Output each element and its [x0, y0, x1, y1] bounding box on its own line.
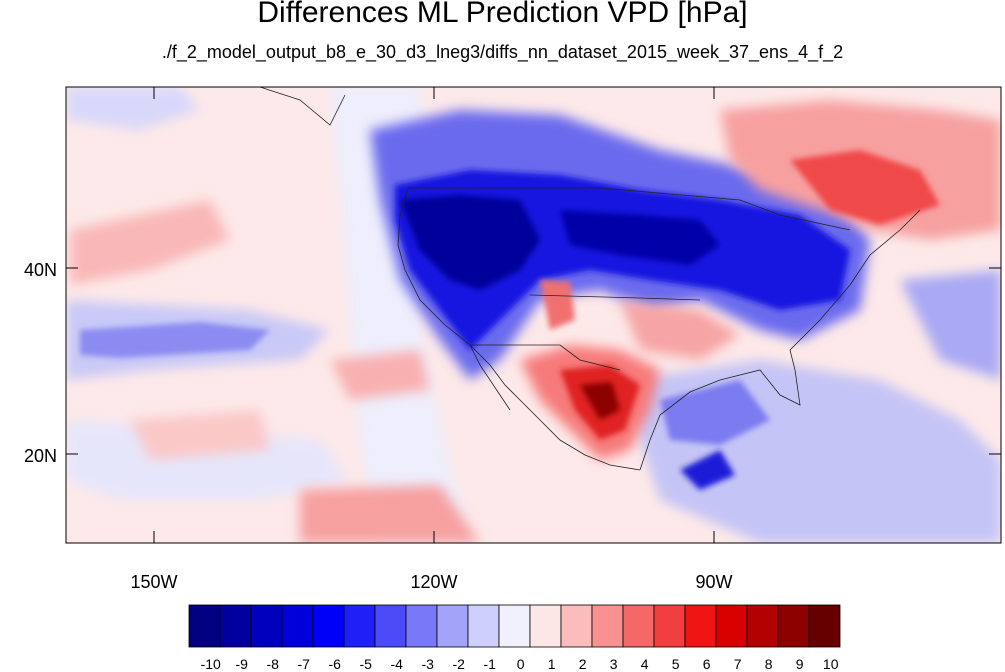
map-subtitle: ./f_2_model_output_b8_e_30_d3_lneg3/diff…: [161, 42, 844, 62]
colorbar-swatch: [498, 604, 531, 648]
colorbar-label: -9: [235, 656, 248, 672]
colorbar-swatch: [653, 604, 686, 648]
colorbar-swatch: [188, 604, 221, 648]
colorbar-label: 0: [517, 656, 525, 672]
colorbar-swatch: [560, 604, 593, 648]
colorbar-label: -5: [359, 656, 372, 672]
colorbar-swatch: [343, 604, 376, 648]
colorbar-label: -3: [421, 656, 434, 672]
colorbar-label: -4: [390, 656, 403, 672]
colorbar-swatch: [808, 604, 841, 648]
colorbar-swatch: [250, 604, 283, 648]
colorbar-swatch: [374, 604, 407, 648]
lat-label-40n: 40N: [24, 260, 57, 280]
colorbar-swatch: [405, 604, 438, 648]
colorbar-label: -10: [201, 656, 221, 672]
colorbar-swatch: [777, 604, 810, 648]
colorbar: -10 -9 -8 -7 -6 -5 -4 -3 -2 -1 0 1 2 3 4 5 6 7 8 9 10: [188, 604, 841, 672]
colorbar-swatch: [281, 604, 314, 648]
lon-label-90w: 90W: [695, 572, 732, 592]
colorbar-swatch: [529, 604, 562, 648]
colorbar-swatch: [622, 604, 655, 648]
colorbar-label: 1: [548, 656, 556, 672]
colorbar-label: 5: [672, 656, 680, 672]
coastlines: [259, 87, 921, 471]
lon-label-150w: 150W: [130, 572, 177, 592]
colorbar-swatch: [436, 604, 469, 648]
colorbar-swatch: [715, 604, 748, 648]
colorbar-label: -1: [483, 656, 496, 672]
lat-label-20n: 20N: [24, 446, 57, 466]
colorbar-swatch: [312, 604, 345, 648]
map-border: [65, 86, 1002, 544]
colorbar-label: -2: [452, 656, 465, 672]
colorbar-label: -6: [328, 656, 341, 672]
colorbar-label: 2: [579, 656, 587, 672]
map-title: Differences ML Prediction VPD [hPa]: [257, 0, 748, 29]
lon-label-120w: 120W: [410, 572, 457, 592]
colorbar-label: 7: [734, 656, 742, 672]
colorbar-label: 4: [641, 656, 649, 672]
colorbar-label: 9: [796, 656, 804, 672]
colorbar-label: -7: [297, 656, 310, 672]
colorbar-label: 6: [703, 656, 711, 672]
vpd-difference-field: [66, 87, 1001, 543]
colorbar-label: 10: [823, 656, 839, 672]
colorbar-swatch: [684, 604, 717, 648]
colorbar-swatch: [219, 604, 252, 648]
colorbar-label: 3: [610, 656, 618, 672]
colorbar-label: -8: [266, 656, 279, 672]
colorbar-swatch: [746, 604, 779, 648]
colorbar-label: 8: [765, 656, 773, 672]
colorbar-swatch: [591, 604, 624, 648]
colorbar-swatch: [467, 604, 500, 648]
axis-ticks: [66, 87, 1001, 543]
